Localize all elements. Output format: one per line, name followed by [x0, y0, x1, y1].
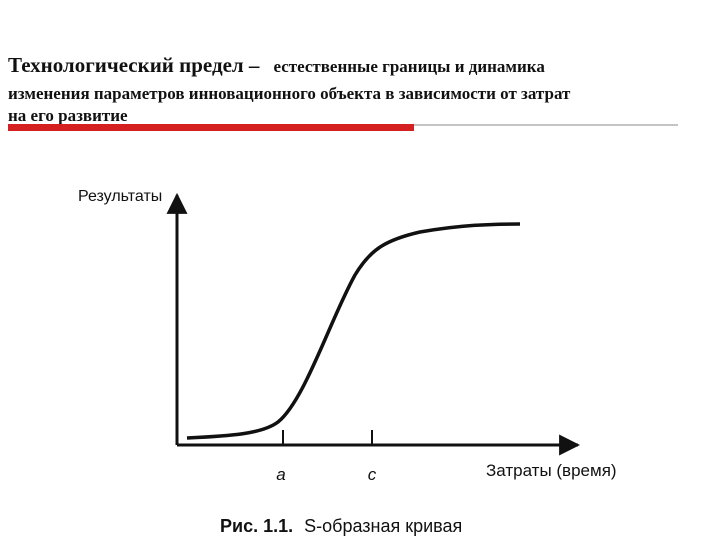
- caption-label: Рис. 1.1.: [220, 516, 293, 536]
- title-lead: Технологический предел –: [8, 53, 260, 77]
- y-axis-label: Результаты: [78, 188, 162, 205]
- accent-bar: [8, 124, 414, 131]
- s-curve: [186, 222, 521, 440]
- title-rest: естественные границы и динамика: [273, 57, 545, 76]
- title-line: Технологический предел – естественные гр…: [8, 53, 545, 77]
- title-line: изменения параметров инновационного объе…: [8, 84, 571, 103]
- title-line: на его развитие: [8, 106, 128, 125]
- caption: Рис. 1.1. S-образная кривая: [220, 516, 462, 536]
- mark-label: a: [276, 465, 285, 484]
- x-axis-label: Затраты (время): [486, 461, 617, 480]
- mark-label: c: [368, 465, 377, 484]
- caption-text: S-образная кривая: [304, 516, 462, 536]
